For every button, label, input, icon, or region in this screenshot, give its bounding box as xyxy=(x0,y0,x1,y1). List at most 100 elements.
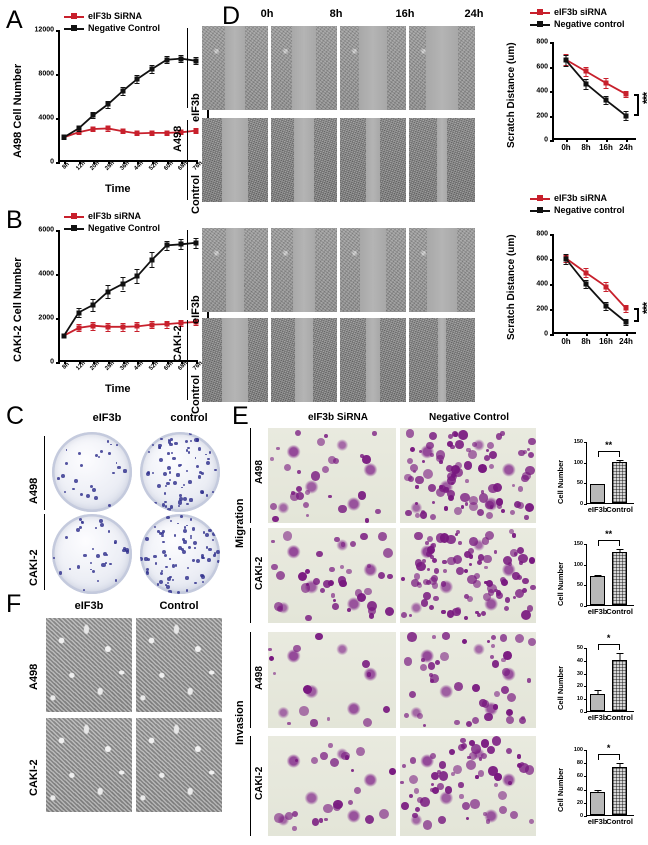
legend-item: Negative Control xyxy=(64,222,160,234)
stained-cell xyxy=(300,583,311,593)
stained-cell xyxy=(378,532,387,541)
stained-cell xyxy=(427,662,435,670)
stained-cell xyxy=(433,596,439,602)
stained-cell xyxy=(403,473,412,482)
y-tick xyxy=(550,234,554,236)
significance-bracket xyxy=(597,451,620,458)
scratch-gap xyxy=(292,228,316,312)
error-cap xyxy=(563,254,569,255)
data-point xyxy=(134,130,140,136)
stained-cell xyxy=(413,788,420,794)
y-tick-label: 6000 xyxy=(38,226,54,234)
scratch-gap xyxy=(366,318,380,402)
scratch-gap xyxy=(437,318,447,402)
x-tick xyxy=(606,138,608,142)
stained-cell xyxy=(340,542,346,547)
error-cap xyxy=(178,239,184,241)
error-cap xyxy=(583,67,589,69)
colony xyxy=(80,492,84,496)
bar-eif3b xyxy=(590,576,605,605)
colony xyxy=(147,450,151,453)
stained-cell xyxy=(483,593,491,601)
colony xyxy=(145,571,150,575)
error-cap xyxy=(193,57,199,59)
stained-cell xyxy=(415,485,419,489)
colony xyxy=(189,439,193,442)
error-cap xyxy=(623,120,629,122)
colony xyxy=(152,554,157,559)
stained-cell xyxy=(483,812,488,816)
legend-marker-red-icon xyxy=(64,212,84,221)
x-tick-label: 24h xyxy=(619,337,633,346)
stained-cell xyxy=(372,431,377,436)
significance-bracket xyxy=(634,94,639,116)
data-point xyxy=(149,257,155,263)
error-cap xyxy=(134,75,140,77)
stained-cell xyxy=(274,813,284,823)
data-point xyxy=(134,323,140,329)
stained-cell xyxy=(466,574,477,585)
y-tick xyxy=(584,648,587,649)
colony xyxy=(60,473,65,478)
y-tick-label: 20 xyxy=(576,683,583,690)
colony xyxy=(90,561,93,564)
panel-d-image-caki2-control-24h xyxy=(409,318,475,402)
bar-control xyxy=(612,766,627,815)
panel-d-image-caki2-eif3b-24h xyxy=(409,228,475,312)
error-cap xyxy=(134,322,140,324)
stained-cell xyxy=(490,634,496,640)
stained-cell xyxy=(415,512,421,518)
y-tick-label: 0 xyxy=(50,358,54,366)
error-cap xyxy=(178,319,184,321)
data-point xyxy=(583,68,589,74)
panel-d-image-caki2-control-0h xyxy=(202,318,268,402)
stained-cell xyxy=(446,534,457,545)
legend-item: eIF3b siRNA xyxy=(64,210,160,222)
error-cap xyxy=(120,330,126,332)
panel-c-letter: C xyxy=(6,402,25,430)
data-point xyxy=(603,303,609,309)
colony xyxy=(176,590,180,594)
panel-d-bracket-caki2-control xyxy=(187,320,188,400)
significance-bracket xyxy=(634,308,639,323)
scratch-gap xyxy=(292,26,316,110)
stained-cell xyxy=(455,566,464,576)
y-tick-label: 100 xyxy=(573,561,583,568)
stained-cell xyxy=(435,487,446,497)
stained-cell xyxy=(465,759,476,770)
panel-d-chart-a498: 0 200 400 600 800 0h 8h 16h 24h *** Scratch Dista… xyxy=(500,0,648,175)
error-cap xyxy=(149,266,155,268)
panel-f-col-header-eif3b: eIF3b xyxy=(74,600,104,612)
x-tick xyxy=(626,138,628,142)
data-point xyxy=(105,101,111,107)
stained-cell xyxy=(421,460,425,464)
stained-cell xyxy=(417,581,421,586)
y-tick xyxy=(584,544,587,545)
data-point xyxy=(90,302,96,308)
colony xyxy=(185,469,189,473)
data-point xyxy=(90,126,96,132)
colony xyxy=(216,560,220,564)
y-tick xyxy=(56,362,60,364)
colony xyxy=(194,457,197,460)
stained-cell xyxy=(510,510,516,516)
stained-cell xyxy=(488,766,499,776)
stained-cell xyxy=(408,793,413,798)
stained-cell xyxy=(341,751,350,761)
stained-cell xyxy=(304,489,310,495)
error-cap xyxy=(193,247,199,249)
stained-cell xyxy=(305,614,312,622)
stained-cell xyxy=(413,573,421,580)
error-cap xyxy=(594,690,602,692)
error-cap xyxy=(583,279,589,281)
panel-c-row-label-a498: A498 xyxy=(28,477,40,504)
data-point xyxy=(178,129,184,135)
stained-cell xyxy=(334,537,340,543)
panel-d-image-caki2-eif3b-0h xyxy=(202,228,268,312)
stained-cell xyxy=(529,557,536,564)
significance-stars: * xyxy=(606,742,611,753)
stained-cell xyxy=(475,775,479,779)
stained-cell xyxy=(465,816,469,820)
stained-cell xyxy=(450,444,455,450)
colony xyxy=(205,453,207,456)
